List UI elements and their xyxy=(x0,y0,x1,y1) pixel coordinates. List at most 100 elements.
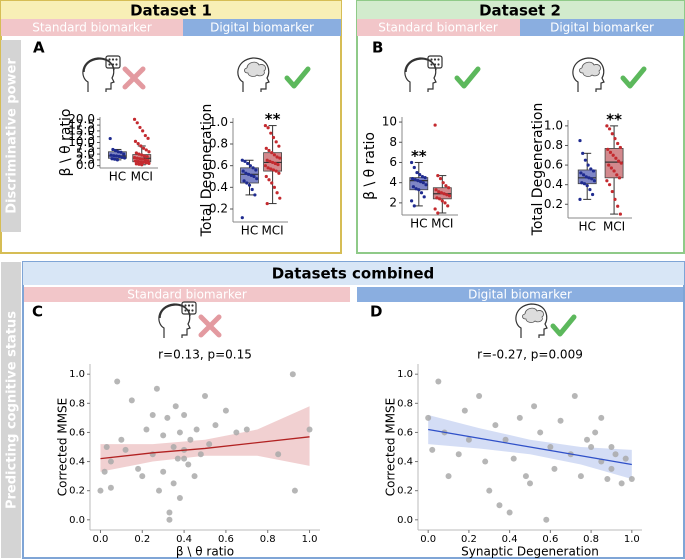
icon-head xyxy=(237,57,270,92)
data-point xyxy=(245,181,249,185)
data-point xyxy=(240,216,244,220)
digital-label: Digital biomarker xyxy=(468,288,572,302)
box xyxy=(604,148,624,179)
data-point xyxy=(465,436,472,443)
y-tick-label: 4 xyxy=(389,175,397,189)
data-point xyxy=(133,159,138,163)
data-point xyxy=(584,175,588,179)
data-point xyxy=(423,176,427,180)
data-point xyxy=(584,436,591,443)
icon-cross xyxy=(198,314,222,338)
data-point xyxy=(547,444,554,450)
data-point xyxy=(275,155,279,159)
data-point xyxy=(419,180,423,184)
data-point xyxy=(410,177,415,181)
data-point xyxy=(607,163,611,167)
data-point xyxy=(608,465,615,472)
data-point xyxy=(243,426,250,433)
data-point xyxy=(590,177,594,181)
digital-label: Digital biomarker xyxy=(210,21,314,35)
data-point xyxy=(139,160,143,164)
data-point xyxy=(172,403,179,410)
data-point xyxy=(291,487,298,494)
panel-letter: C xyxy=(32,303,43,321)
data-point xyxy=(592,429,599,436)
digital-bar xyxy=(520,19,684,36)
y-tick-label: 1.0 xyxy=(209,115,228,129)
x-tick-label: 1.0 xyxy=(302,534,318,545)
data-point xyxy=(591,192,595,197)
data-point xyxy=(412,165,416,170)
data-point xyxy=(272,185,276,189)
data-point xyxy=(605,124,609,128)
data-point xyxy=(611,153,615,157)
icon-device xyxy=(181,301,197,315)
standard-bar xyxy=(1,19,183,36)
data-point xyxy=(187,436,194,443)
icon-brain xyxy=(244,61,267,77)
data-point xyxy=(557,417,564,424)
data-point xyxy=(270,181,274,185)
data-point xyxy=(618,145,622,150)
icon xyxy=(158,301,197,338)
data-point xyxy=(247,172,251,176)
data-point xyxy=(435,378,442,385)
y-tick-label: 2.5 xyxy=(76,152,95,166)
icon-dot xyxy=(433,58,437,61)
y-axis-label: β \ θ ratio xyxy=(362,132,378,200)
data-point xyxy=(144,148,148,152)
x-tick-label: 0.8 xyxy=(260,534,276,545)
data-point xyxy=(141,129,145,133)
x-tick-label: 0.0 xyxy=(420,534,436,545)
icon-brain xyxy=(579,61,602,77)
y-tick-label: 15.0 xyxy=(68,123,95,137)
data-point xyxy=(118,436,125,443)
data-point xyxy=(413,178,417,182)
data-point xyxy=(153,385,160,392)
data-point xyxy=(275,191,279,195)
side-label: Predicting cognitive status xyxy=(5,311,20,509)
data-point xyxy=(140,163,144,167)
data-point xyxy=(144,161,148,165)
data-point xyxy=(424,183,428,187)
data-point xyxy=(510,455,517,462)
data-point xyxy=(422,195,426,199)
y-tick-label: 12.5 xyxy=(68,129,95,143)
icon-cap xyxy=(405,58,437,73)
data-point xyxy=(617,176,622,180)
icon-dot xyxy=(433,63,437,66)
data-point xyxy=(581,151,585,155)
y-tick-label: 0.2 xyxy=(69,486,85,497)
data-point xyxy=(412,204,416,208)
y-axis-label: Corrected MMSE xyxy=(384,398,398,497)
data-point xyxy=(578,138,582,143)
data-point xyxy=(122,152,126,156)
data-point xyxy=(502,436,509,443)
data-point xyxy=(443,201,447,205)
icon-dot xyxy=(437,63,440,66)
data-point xyxy=(247,183,252,187)
icon-dot xyxy=(111,58,115,61)
data-point xyxy=(197,451,204,458)
data-point xyxy=(622,455,629,462)
data-point xyxy=(537,429,544,436)
standard-bar xyxy=(24,287,350,302)
dataset1-title: Dataset 1 xyxy=(130,2,212,20)
data-point xyxy=(138,125,142,130)
data-point xyxy=(114,154,119,158)
icon-check xyxy=(284,66,311,89)
data-point xyxy=(267,148,271,153)
icon-dot xyxy=(108,58,111,61)
y-tick-label: 8 xyxy=(389,135,397,149)
combined-frame xyxy=(22,261,685,559)
data-point xyxy=(241,169,245,173)
annotation: ** xyxy=(606,110,622,128)
data-point xyxy=(265,158,269,162)
y-tick-label: 6 xyxy=(389,155,397,169)
standard-label: Standard biomarker xyxy=(127,288,247,302)
data-point xyxy=(122,446,129,453)
data-point xyxy=(108,136,112,141)
data-point xyxy=(143,426,150,433)
data-point xyxy=(123,156,127,160)
y-tick-label: 0.8 xyxy=(397,398,413,409)
